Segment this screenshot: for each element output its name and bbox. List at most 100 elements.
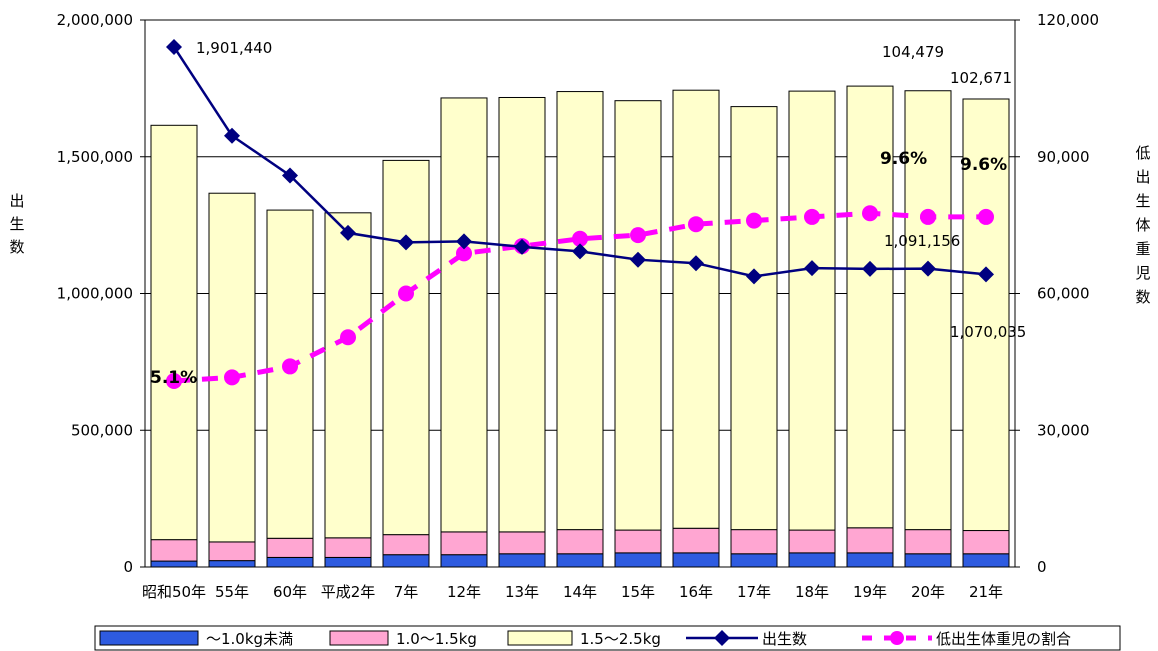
births-point-8 [630,251,646,268]
x-tick-label-8: 15年 [621,583,655,601]
x-tick-label-13: 20年 [911,583,945,601]
percent-point-8 [630,227,646,244]
births-point-0 [166,38,182,55]
births-point-3 [340,224,356,241]
births-point-6 [514,238,530,255]
births-point-5 [456,233,472,250]
x-tick-label-6: 13年 [505,583,539,601]
percent-line [166,205,994,390]
x-tick-label-0: 昭和50年 [142,583,206,601]
bar-0-4 [382,554,430,568]
bar-1-10 [730,529,778,555]
percent-point-13 [920,208,936,225]
left-axis-ticks: 0 500,000 1,000,000 1,500,000 2,000,000 [57,11,145,576]
bar-0-11 [788,552,836,568]
bar-1-6 [498,531,546,555]
bar-2-7 [556,91,604,531]
bar-0-0 [150,560,198,568]
legend-label-2: 1.5～2.5kg [580,630,661,648]
right-axis-ticks: 0 30,000 60,000 90,000 120,000 [1015,11,1099,576]
right-tick-label-0: 0 [1037,558,1047,576]
legend-label-1: 1.0～1.5kg [396,630,477,648]
bar-0-13 [904,553,952,568]
percent-series-line [173,210,986,384]
percent-point-1 [224,369,240,386]
left-axis-label: 出生数 [9,192,24,256]
bar-1-4 [382,534,430,556]
percent-point-14 [978,208,994,225]
x-tick-label-14: 21年 [969,583,1003,601]
legend-swatch-2 [507,630,573,646]
bar-1-5 [440,531,488,556]
x-tick-label-3: 平成2年 [321,583,376,601]
bar-1-1 [208,541,256,562]
bar-0-12 [846,552,894,568]
births-point-11 [804,260,820,277]
bar-0-6 [498,553,546,568]
legend-swatch-1 [329,630,389,646]
right-axis-label-char-0: 低 [1135,144,1150,162]
bar-2-12 [846,85,894,529]
births-point-9 [688,255,704,272]
percent-point-7 [572,230,588,247]
bar-2-5 [440,97,488,533]
x-tick-label-12: 19年 [853,583,887,601]
bar-0-5 [440,554,488,568]
bar-1-12 [846,527,894,554]
right-axis-label-char-5: 児 [1135,264,1150,282]
bar-2-1 [208,192,256,543]
births-point-12 [862,260,878,277]
right-tick-label-1: 30,000 [1037,421,1090,439]
x-tick-label-1: 55年 [215,583,249,601]
bars [150,85,1010,568]
percent-point-4 [398,285,414,302]
bar-1-3 [324,537,372,558]
right-tick-label-3: 90,000 [1037,148,1090,166]
bar-2-10 [730,106,778,531]
left-tick-label-0: 0 [123,558,133,576]
left-tick-label-1: 500,000 [71,421,133,439]
x-tick-label-5: 12年 [447,583,481,601]
x-tick-label-2: 60年 [273,583,307,601]
bar-0-14 [962,553,1010,568]
births-point-7 [572,243,588,260]
bar-0-3 [324,556,372,568]
percent-point-10 [746,212,762,229]
percent-point-9 [688,216,704,233]
bar-1-14 [962,530,1010,555]
births-line [166,38,994,285]
births-20-label: 1,091,156 [884,232,960,250]
legend-label-4: 低出生体重児の割合 [936,630,1071,648]
pct-first-label: 5.1% [150,368,197,388]
right-axis-label-char-3: 体 [1135,216,1150,234]
legend-label-3: 出生数 [762,630,807,648]
births-point-4 [398,234,414,251]
right-axis-label-char-2: 生 [1135,192,1150,210]
births-point-2 [282,167,298,184]
left-axis-label-char-0: 出 [9,192,24,210]
births-first-label: 1,901,440 [196,39,272,57]
births-point-13 [920,260,936,277]
percent-point-2 [282,358,298,375]
births-point-1 [224,127,240,144]
left-axis-label-char-1: 生 [9,215,24,233]
pct-20-label: 9.6% [880,149,927,169]
bar-0-10 [730,553,778,568]
bar-2-14 [962,98,1010,532]
bar-2-4 [382,159,430,536]
x-axis-ticks: 昭和50年 55年 60年 平成2年 7年 12年 13年 14年 15年 16年 17年 18年 19… [142,583,1003,601]
right-tick-label-2: 60,000 [1037,285,1090,303]
bar-2-9 [672,89,720,529]
bar-2-0 [150,124,198,541]
bar-1-2 [266,537,314,558]
left-axis-label-char-2: 数 [9,238,24,256]
bar-2-6 [498,96,546,533]
x-tick-label-4: 7年 [394,583,419,601]
bar-1-0 [150,539,198,562]
percent-point-3 [340,329,356,346]
bar-2-3 [324,212,372,539]
legend: ～1.0kg未満 1.0～1.5kg 1.5～2.5kg 出生数 低出生体重児の割合 [94,625,1121,651]
births-point-10 [746,268,762,285]
bar-0-7 [556,553,604,568]
